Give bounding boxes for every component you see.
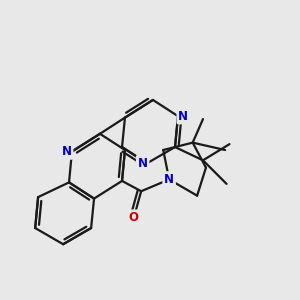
Text: O: O [129, 211, 139, 224]
Text: N: N [164, 173, 174, 186]
Text: N: N [62, 145, 72, 158]
Text: N: N [138, 157, 148, 170]
Text: N: N [178, 110, 188, 123]
